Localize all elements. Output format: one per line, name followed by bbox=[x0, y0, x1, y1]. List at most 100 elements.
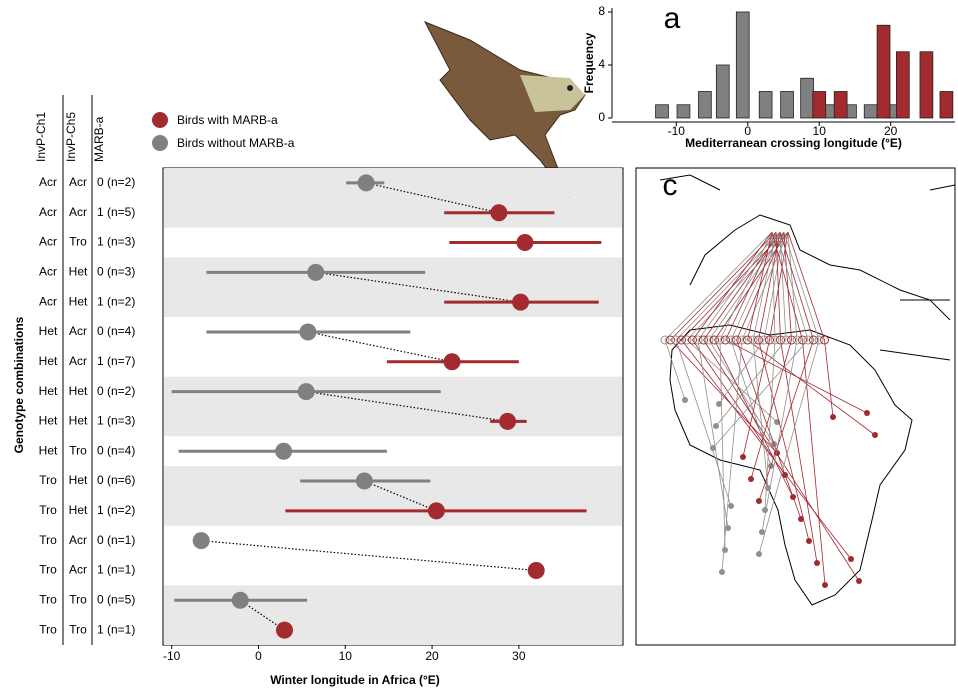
row-label: Tro bbox=[69, 443, 87, 457]
x-tick-label: 20 bbox=[425, 649, 439, 663]
point bbox=[275, 443, 292, 460]
winter-site bbox=[759, 529, 765, 535]
winter-site bbox=[872, 432, 878, 438]
bar bbox=[716, 65, 729, 118]
route bbox=[665, 340, 685, 400]
point bbox=[358, 174, 375, 191]
row-label: Acr bbox=[69, 563, 87, 577]
point bbox=[232, 592, 249, 609]
route bbox=[676, 340, 731, 506]
row-shading bbox=[164, 168, 622, 645]
row-label: 1 (n=1) bbox=[97, 622, 135, 636]
point bbox=[299, 323, 316, 340]
figure: b c a 048-1001020Mediterranean crossing … bbox=[0, 0, 958, 695]
route bbox=[825, 340, 834, 417]
bar bbox=[781, 91, 794, 118]
winter-site bbox=[728, 503, 734, 509]
row-label: Tro bbox=[39, 563, 57, 577]
winter-site bbox=[864, 410, 870, 416]
bar bbox=[759, 91, 772, 118]
row-label: 0 (n=6) bbox=[97, 473, 135, 487]
row-label: Acr bbox=[39, 205, 57, 219]
row-label: Het bbox=[39, 414, 58, 428]
column-header: MARB-a bbox=[92, 116, 106, 162]
bar bbox=[834, 91, 847, 118]
row-label: 1 (n=3) bbox=[97, 235, 135, 249]
row-label: Het bbox=[39, 384, 58, 398]
point bbox=[444, 353, 461, 370]
row-label: Tro bbox=[39, 622, 57, 636]
y-axis-label: Genotype combinations bbox=[12, 316, 26, 453]
row-label: Het bbox=[69, 503, 88, 517]
route bbox=[776, 232, 808, 340]
bar bbox=[677, 105, 690, 118]
bar bbox=[736, 12, 749, 118]
row-label: Het bbox=[69, 473, 88, 487]
row-label: 0 (n=5) bbox=[97, 592, 135, 606]
row-label: Acr bbox=[39, 235, 57, 249]
winter-site bbox=[722, 547, 728, 553]
route bbox=[803, 340, 826, 585]
row-label: Acr bbox=[39, 294, 57, 308]
row-label: 1 (n=7) bbox=[97, 354, 135, 368]
point bbox=[276, 622, 293, 639]
row-label: 1 (n=5) bbox=[97, 205, 135, 219]
legend-label: Birds without MARB-a bbox=[177, 136, 295, 150]
panel-letter: a bbox=[664, 2, 681, 35]
row-label: 0 (n=4) bbox=[97, 443, 135, 457]
row-label: Acr bbox=[39, 265, 57, 279]
row-band bbox=[164, 168, 622, 198]
x-tick-label: 10 bbox=[339, 649, 353, 663]
x-tick-label: -10 bbox=[668, 124, 686, 138]
row-label: 1 (n=3) bbox=[97, 414, 135, 428]
route bbox=[665, 232, 772, 340]
point bbox=[193, 532, 210, 549]
connector bbox=[308, 332, 452, 362]
winter-site bbox=[806, 538, 812, 544]
bar bbox=[920, 52, 933, 118]
winter-site bbox=[830, 414, 836, 420]
row-label: Acr bbox=[69, 175, 87, 189]
row-label: Tro bbox=[39, 533, 57, 547]
row-label: Het bbox=[69, 384, 88, 398]
winter-site bbox=[748, 476, 754, 482]
winter-site bbox=[814, 560, 820, 566]
row-label: Het bbox=[39, 354, 58, 368]
winter-site bbox=[710, 445, 716, 451]
panel-letter: c bbox=[663, 169, 678, 202]
column-header: InvP-Ch1 bbox=[34, 112, 48, 162]
x-tick-label: 30 bbox=[512, 649, 526, 663]
point bbox=[356, 473, 373, 490]
row-label: Tro bbox=[39, 503, 57, 517]
row-label: 0 (n=4) bbox=[97, 324, 135, 338]
column-header: InvP-Ch5 bbox=[64, 112, 78, 162]
point bbox=[512, 294, 529, 311]
point bbox=[428, 502, 445, 519]
row-label: Acr bbox=[39, 175, 57, 189]
row-label: 1 (n=2) bbox=[97, 503, 135, 517]
winter-site bbox=[848, 556, 854, 562]
winter-site bbox=[756, 551, 762, 557]
route bbox=[784, 232, 819, 340]
bar bbox=[801, 78, 814, 118]
legend-label: Birds with MARB-a bbox=[177, 113, 278, 127]
map bbox=[660, 175, 955, 605]
row-label: 0 (n=2) bbox=[97, 175, 135, 189]
row-label: Acr bbox=[69, 354, 87, 368]
x-tick-label: 0 bbox=[255, 649, 262, 663]
y-tick-label: 8 bbox=[598, 4, 605, 18]
point bbox=[516, 234, 533, 251]
row-label: 1 (n=1) bbox=[97, 563, 135, 577]
winter-site bbox=[716, 401, 722, 407]
winter-site bbox=[713, 423, 719, 429]
y-axis-label: Frequency bbox=[582, 32, 596, 93]
route bbox=[682, 340, 852, 559]
row-band bbox=[164, 407, 622, 437]
row-label: Het bbox=[69, 265, 88, 279]
point bbox=[490, 204, 507, 221]
winter-site bbox=[719, 569, 725, 575]
route bbox=[788, 232, 825, 340]
x-axis-label: Winter longitude in Africa (°E) bbox=[270, 673, 440, 687]
row-label: Tro bbox=[39, 592, 57, 606]
winter-site bbox=[682, 397, 688, 403]
